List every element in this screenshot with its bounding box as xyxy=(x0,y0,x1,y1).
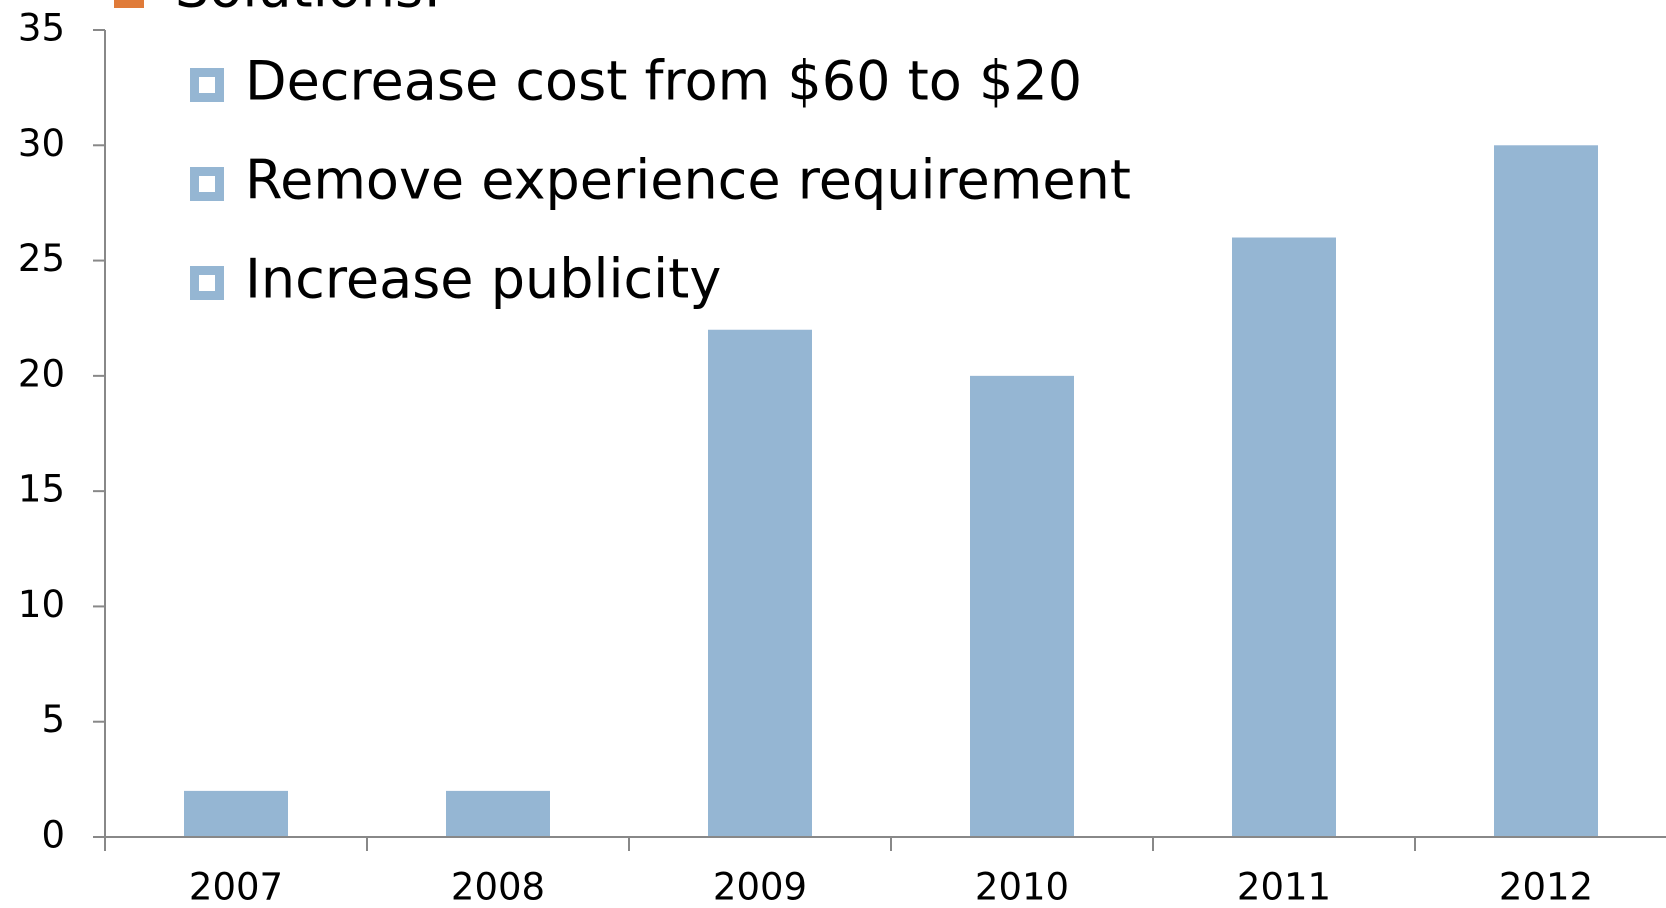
bar xyxy=(446,790,550,837)
bar xyxy=(708,329,812,837)
bullet-marker-inner xyxy=(199,176,215,192)
title-bullet xyxy=(114,0,144,8)
y-tick-label: 20 xyxy=(18,352,65,395)
y-tick-label: 15 xyxy=(18,468,65,511)
bullet-marker-inner xyxy=(199,77,215,93)
y-tick-label: 25 xyxy=(18,237,65,280)
y-tick-label: 10 xyxy=(18,583,65,626)
bullet-text: Decrease cost from $60 to $20 xyxy=(245,50,1082,113)
x-tick-label: 2008 xyxy=(451,866,545,908)
x-tick-label: 2011 xyxy=(1237,866,1331,908)
y-tick-label: 35 xyxy=(18,7,65,50)
x-tick-label: 2012 xyxy=(1499,866,1593,908)
bar xyxy=(184,790,288,837)
bar xyxy=(1494,145,1598,838)
bullet-marker-inner xyxy=(199,275,215,291)
slide-heading: Solutions: xyxy=(175,0,441,20)
y-tick-label: 0 xyxy=(41,814,65,857)
x-tick-label: 2007 xyxy=(189,866,283,908)
bullet-text: Remove experience requirement xyxy=(245,149,1131,212)
x-tick-label: 2009 xyxy=(713,866,807,908)
y-tick-label: 5 xyxy=(41,698,65,741)
y-tick-label: 30 xyxy=(18,122,65,165)
bar xyxy=(1232,237,1336,837)
bar xyxy=(970,375,1074,837)
bullet-text: Increase publicity xyxy=(245,248,721,311)
x-tick-label: 2010 xyxy=(975,866,1069,908)
